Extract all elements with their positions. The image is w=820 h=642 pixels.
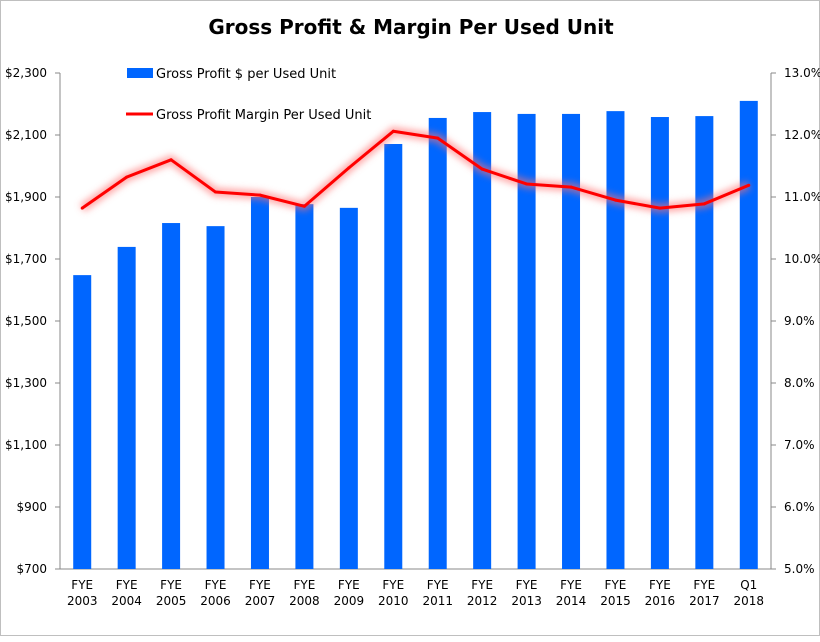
x-tick-label-line2: 2018 <box>734 594 765 608</box>
right-tick-label: 6.0% <box>784 500 815 514</box>
right-tick-label: 10.0% <box>784 252 820 266</box>
line-point <box>613 198 617 202</box>
bar <box>428 117 447 569</box>
line-point <box>214 190 218 194</box>
x-tick-label-line2: 2015 <box>600 594 631 608</box>
line-point <box>169 158 173 162</box>
line-point <box>480 167 484 171</box>
x-tick-label-line2: 2011 <box>422 594 453 608</box>
legend-label-bar: Gross Profit $ per Used Unit <box>156 67 336 82</box>
bar <box>339 207 358 569</box>
line-point <box>302 204 306 208</box>
margin-line <box>81 129 750 210</box>
line-point <box>569 185 573 189</box>
right-tick-label: 13.0% <box>784 66 820 80</box>
left-tick-label: $700 <box>16 562 47 576</box>
x-tick-label-line2: 2012 <box>467 594 498 608</box>
x-tick-label-line2: 2003 <box>67 594 98 608</box>
x-tick-label-line1: FYE <box>249 578 271 592</box>
bar <box>650 117 669 570</box>
left-tick-label: $1,700 <box>5 252 47 266</box>
line-glow <box>79 126 751 213</box>
x-tick-label-line1: FYE <box>293 578 315 592</box>
x-tick-label-line2: 2004 <box>111 594 142 608</box>
left-tick-label: $1,100 <box>5 438 47 452</box>
bar <box>384 143 403 570</box>
bar <box>73 275 92 569</box>
legend-label-line: Gross Profit Margin Per Used Unit <box>156 108 371 123</box>
x-tick-label-line1: FYE <box>693 578 715 592</box>
x-tick-label-line2: 2006 <box>200 594 231 608</box>
line-point <box>747 183 751 187</box>
line-point <box>258 193 262 197</box>
bar <box>117 246 136 569</box>
line-point <box>658 206 662 210</box>
bar <box>695 116 714 569</box>
bar <box>206 226 225 569</box>
left-tick-label: $2,100 <box>5 128 47 142</box>
line-point <box>125 175 129 179</box>
bar <box>562 113 581 570</box>
chart-title: Gross Profit & Margin Per Used Unit <box>208 15 614 39</box>
x-tick-label-line2: 2005 <box>156 594 187 608</box>
bar <box>739 100 758 570</box>
right-tick-label: 9.0% <box>784 314 815 328</box>
x-tick-label-line2: 2014 <box>556 594 587 608</box>
right-tick-label: 8.0% <box>784 376 815 390</box>
x-tick-label-line1: FYE <box>382 578 404 592</box>
bar <box>295 204 314 569</box>
right-tick-label: 7.0% <box>784 438 815 452</box>
x-tick-label-line1: FYE <box>205 578 227 592</box>
x-tick-label-line1: FYE <box>71 578 93 592</box>
line-point <box>80 206 84 210</box>
x-tick-label-line1: FYE <box>427 578 449 592</box>
line-point <box>436 136 440 140</box>
x-tick-label-line1: FYE <box>116 578 138 592</box>
legend-swatch-bar <box>127 68 153 78</box>
x-tick-label-line1: FYE <box>160 578 182 592</box>
x-tick-label-line1: FYE <box>560 578 582 592</box>
right-tick-label: 5.0% <box>784 562 815 576</box>
x-tick-label-line2: 2009 <box>334 594 365 608</box>
right-tick-label: 11.0% <box>784 190 820 204</box>
x-tick-label-line2: 2017 <box>689 594 720 608</box>
x-tick-label-line1: FYE <box>338 578 360 592</box>
x-tick-label-line2: 2013 <box>511 594 542 608</box>
right-tick-label: 12.0% <box>784 128 820 142</box>
bar <box>473 112 492 569</box>
line-point <box>391 129 395 133</box>
bar <box>250 197 269 569</box>
x-tick-label-line2: 2007 <box>245 594 276 608</box>
line-point <box>702 202 706 206</box>
line-point <box>347 166 351 170</box>
legend: Gross Profit $ per Used Unit Gross Profi… <box>126 67 371 123</box>
bar <box>606 111 625 569</box>
x-tick-label-line2: 2016 <box>645 594 676 608</box>
left-tick-label: $1,300 <box>5 376 47 390</box>
x-tick-label-line2: 2008 <box>289 594 320 608</box>
x-tick-label-line1: Q1 <box>740 578 757 592</box>
left-tick-label: $900 <box>16 500 47 514</box>
x-tick-label-line2: 2010 <box>378 594 409 608</box>
x-tick-label-line1: FYE <box>471 578 493 592</box>
x-tick-label-line1: FYE <box>649 578 671 592</box>
line-point <box>525 182 529 186</box>
left-tick-label: $2,300 <box>5 66 47 80</box>
left-tick-label: $1,900 <box>5 190 47 204</box>
bar <box>162 223 181 570</box>
x-tick-label-line1: FYE <box>516 578 538 592</box>
left-tick-label: $1,500 <box>5 314 47 328</box>
bar <box>517 113 536 570</box>
x-tick-label-line1: FYE <box>605 578 627 592</box>
